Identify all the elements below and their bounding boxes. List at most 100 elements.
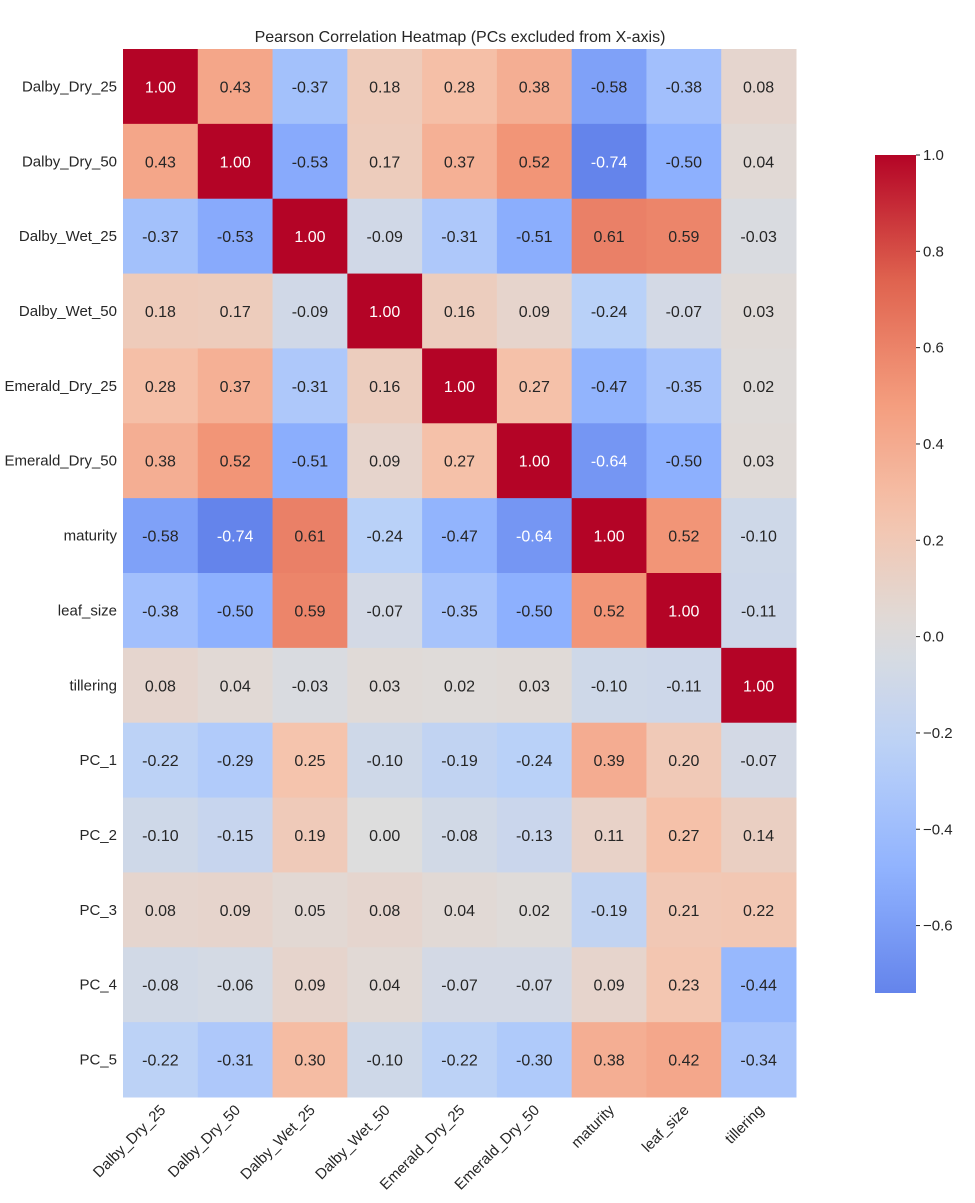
heatmap-cell [721, 273, 797, 349]
cell-value-label: 0.52 [668, 529, 699, 546]
cell-value-label: 0.02 [444, 678, 475, 695]
cell-value-label: 0.42 [668, 1053, 699, 1070]
heatmap-cell [571, 573, 647, 649]
heatmap-cell [422, 647, 498, 724]
cell-value-label: -0.19 [591, 903, 628, 920]
cell-value-label: 0.09 [593, 978, 624, 995]
heatmap-cell [571, 123, 647, 200]
heatmap-cell [123, 647, 199, 724]
cell-value-label: -0.53 [292, 154, 329, 171]
colorbar-tick-label: 0.6 [923, 340, 944, 357]
cell-value-label: -0.74 [591, 154, 628, 171]
cell-value-label: 0.22 [743, 903, 774, 920]
cell-value-label: 1.00 [294, 229, 325, 246]
cell-value-label: -0.53 [217, 229, 254, 246]
heatmap-cell [721, 49, 797, 125]
cell-value-label: 0.37 [444, 154, 475, 171]
y-tick-label: PC_3 [79, 902, 117, 919]
y-tick-label: Dalby_Wet_25 [19, 228, 117, 245]
y-tick-label: leaf_size [58, 602, 117, 619]
heatmap-cell [197, 123, 274, 200]
heatmap-cell [197, 947, 274, 1023]
cell-value-label: 1.00 [519, 454, 550, 471]
cell-value-label: -0.07 [740, 753, 777, 770]
heatmap-cell [422, 423, 498, 499]
cell-value-label: 0.28 [444, 79, 475, 96]
cell-value-label: 0.02 [519, 903, 550, 920]
heatmap-cell [347, 722, 423, 799]
heatmap-cell [347, 423, 423, 499]
cell-value-label: -0.22 [142, 753, 179, 770]
heatmap-cell [721, 1022, 797, 1098]
y-tick-label: tillering [69, 677, 117, 694]
x-tick-label: Dalby_Dry_25 [90, 1102, 169, 1181]
cell-value-label: 1.00 [145, 79, 176, 96]
heatmap-cell [422, 348, 498, 424]
heatmap-cell [496, 273, 573, 349]
heatmap-cell [272, 498, 348, 574]
cell-value-label: -0.09 [366, 229, 403, 246]
heatmap-cell [646, 198, 722, 275]
cell-value-label: 0.02 [743, 379, 774, 396]
cell-value-label: -0.24 [366, 529, 403, 546]
heatmap-cell [571, 498, 647, 574]
x-tick-label: Dalby_Dry_50 [165, 1102, 244, 1181]
heatmap-cell [422, 1022, 498, 1098]
colorbar-tick-label: 0.0 [923, 629, 944, 646]
y-tick-label: PC_2 [79, 827, 117, 844]
heatmap-cell [422, 49, 498, 125]
heatmap-cell [123, 273, 199, 349]
heatmap-cell [272, 1022, 348, 1098]
heatmap-cell [197, 498, 274, 574]
heatmap-cell [646, 498, 722, 574]
heatmap-cell [646, 722, 722, 799]
heatmap-cell [646, 573, 722, 649]
x-axis-labels: Dalby_Dry_25Dalby_Dry_50Dalby_Wet_25Dalb… [90, 1101, 767, 1193]
cell-value-label: 0.04 [444, 903, 475, 920]
cell-value-label: 0.04 [743, 154, 774, 171]
heatmap-cell [347, 1022, 423, 1098]
heatmap-cell [496, 797, 573, 873]
heatmap-cell [272, 348, 348, 424]
cell-value-label: 0.19 [294, 828, 325, 845]
x-tick-label: Dalby_Wet_25 [237, 1102, 318, 1183]
cell-value-label: 0.08 [145, 903, 176, 920]
heatmap-cell [422, 872, 498, 948]
cell-value-label: -0.74 [217, 529, 254, 546]
x-tick-label: tillering [722, 1102, 768, 1148]
cell-value-label: -0.38 [142, 603, 179, 620]
cell-value-label: -0.44 [740, 978, 777, 995]
heatmap-cell [347, 947, 423, 1023]
cell-value-label: -0.06 [217, 978, 254, 995]
cell-value-label: -0.03 [292, 678, 329, 695]
heatmap-cell [422, 273, 498, 349]
cell-value-label: -0.10 [591, 678, 628, 695]
heatmap-cell [721, 423, 797, 499]
cell-value-label: -0.19 [441, 753, 478, 770]
y-tick-label: PC_5 [79, 1052, 117, 1069]
heatmap-cell [422, 123, 498, 200]
cell-value-label: 0.11 [594, 828, 624, 845]
cell-value-label: -0.24 [591, 304, 628, 321]
heatmap-cell [123, 947, 199, 1023]
cell-value-label: 0.16 [369, 379, 400, 396]
cell-value-label: 0.52 [220, 454, 251, 471]
cell-value-label: 0.03 [519, 678, 550, 695]
cell-value-label: -0.07 [666, 304, 703, 321]
heatmap-cell [197, 797, 274, 873]
cell-value-label: -0.34 [740, 1053, 777, 1070]
cell-value-label: 0.23 [668, 978, 699, 995]
heatmap-cell [721, 947, 797, 1023]
cell-value-label: -0.51 [292, 454, 329, 471]
cell-value-label: 0.37 [220, 379, 251, 396]
cell-value-label: -0.64 [516, 529, 553, 546]
heatmap-cell [347, 872, 423, 948]
cell-value-label: 0.61 [294, 529, 325, 546]
heatmap-cell [571, 198, 647, 275]
heatmap-cell [123, 722, 199, 799]
cell-value-label: 0.05 [294, 903, 325, 920]
heatmap-cell [123, 872, 199, 948]
heatmap-cell [272, 49, 348, 125]
heatmap-cell [646, 423, 722, 499]
heatmap-cell [347, 198, 423, 275]
